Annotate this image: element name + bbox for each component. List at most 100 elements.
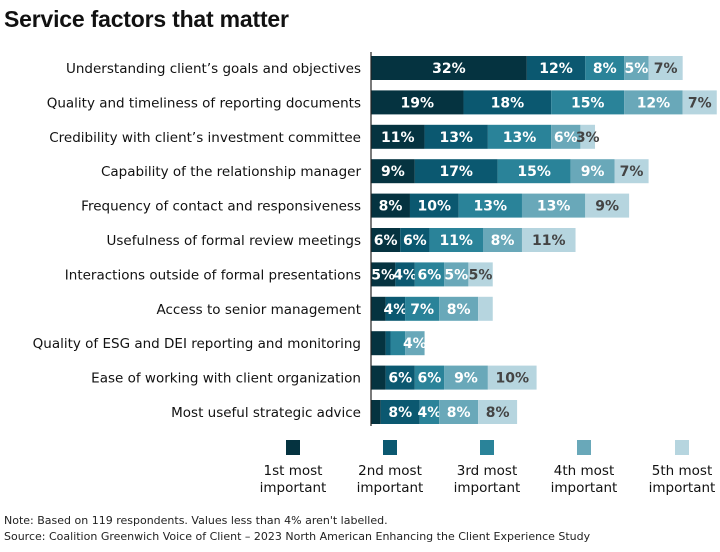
legend-swatch xyxy=(675,440,689,455)
data-label: 6% xyxy=(554,130,578,146)
bar-segment xyxy=(487,365,537,390)
bar-segment xyxy=(521,228,576,252)
bar-segment xyxy=(624,90,683,115)
legend-label: 1st most xyxy=(264,463,323,479)
bar-segment xyxy=(682,90,717,115)
category-label: Understanding client’s goals and objecti… xyxy=(66,61,361,77)
data-label: 13% xyxy=(537,199,571,215)
data-label: 5% xyxy=(444,267,468,283)
category-label: Credibility with client’s investment com… xyxy=(49,130,361,146)
bar-segment xyxy=(521,193,586,218)
bar-segment xyxy=(405,331,425,356)
data-label: 4% xyxy=(418,405,442,421)
data-label: 8% xyxy=(447,302,471,318)
data-label: 15% xyxy=(571,95,605,111)
data-label: 7% xyxy=(620,164,644,180)
bar-segment xyxy=(385,296,406,321)
bar-segment xyxy=(371,400,381,424)
data-label: 10% xyxy=(418,199,452,215)
data-label: 11% xyxy=(381,130,415,146)
bar-segment xyxy=(385,331,391,356)
legend-swatch xyxy=(383,440,397,455)
chart-title: Service factors that matter xyxy=(4,6,289,32)
data-label: 4% xyxy=(393,267,417,283)
data-label: 9% xyxy=(595,199,619,215)
data-label: 32% xyxy=(432,61,466,77)
bar-segment xyxy=(395,262,415,287)
bar-segment xyxy=(444,262,469,287)
chart-note: Note: Based on 119 respondents. Values l… xyxy=(4,514,388,527)
category-label: Ease of working with client organization xyxy=(91,371,361,387)
bar-segment xyxy=(570,159,615,184)
data-label: 18% xyxy=(491,95,525,111)
data-label: 7% xyxy=(688,95,712,111)
bar-segment xyxy=(380,400,420,424)
data-label: 9% xyxy=(581,164,605,180)
bar-segment xyxy=(371,228,401,252)
data-label: 7% xyxy=(654,61,678,77)
data-label: 12% xyxy=(637,95,671,111)
legend-label: 4th most xyxy=(554,463,614,479)
data-label: 8% xyxy=(486,405,510,421)
bar-segment xyxy=(458,193,522,218)
category-label: Interactions outside of formal presentat… xyxy=(65,267,361,283)
data-label: 4% xyxy=(383,302,407,318)
category-label: Frequency of contact and responsiveness xyxy=(81,199,361,215)
bar-segment xyxy=(429,228,484,252)
data-label: 7% xyxy=(410,302,434,318)
category-label: Usefulness of formal review meetings xyxy=(107,233,362,249)
data-label: 4% xyxy=(403,336,427,352)
bar-segment xyxy=(400,228,430,252)
legend-label: important xyxy=(454,480,521,496)
category-label: Access to senior management xyxy=(156,302,361,318)
bar-segment xyxy=(585,56,625,80)
bar-segment xyxy=(385,365,415,390)
data-label: 6% xyxy=(418,267,442,283)
legend-label: 5th most xyxy=(652,463,712,479)
bar-segment xyxy=(371,296,386,321)
legend-swatch xyxy=(577,440,591,455)
data-label: 5% xyxy=(469,267,493,283)
bar-segment xyxy=(414,262,445,287)
bar-segment xyxy=(371,90,464,115)
bar-segment xyxy=(371,331,386,356)
bar-segment xyxy=(390,331,406,356)
data-label: 17% xyxy=(439,164,473,180)
bar-segment xyxy=(414,159,498,184)
legend-swatch xyxy=(286,440,300,455)
data-label: 6% xyxy=(388,371,412,387)
data-label: 5% xyxy=(625,61,649,77)
data-label: 15% xyxy=(517,164,551,180)
category-label: Quality and timeliness of reporting docu… xyxy=(47,95,361,111)
legend-label: important xyxy=(260,480,327,496)
bar-segment xyxy=(483,228,522,252)
bar-segment xyxy=(419,400,440,424)
legend-label: 3rd most xyxy=(457,463,518,479)
bar-segment xyxy=(648,56,683,80)
bar-segment xyxy=(487,124,552,149)
data-label: 6% xyxy=(374,233,398,249)
bar-segment xyxy=(439,400,479,424)
data-label: 6% xyxy=(403,233,427,249)
bar-segment xyxy=(497,159,571,184)
bar-segment xyxy=(439,296,479,321)
bar-segment xyxy=(371,193,410,218)
data-label: 8% xyxy=(447,405,471,421)
data-label: 11% xyxy=(439,233,473,249)
data-label: 8% xyxy=(491,233,515,249)
bar-segment xyxy=(624,56,649,80)
bar-segment xyxy=(526,56,586,80)
data-label: 8% xyxy=(593,61,617,77)
data-label: 8% xyxy=(379,199,403,215)
bar-segment xyxy=(463,90,552,115)
data-label: 5% xyxy=(371,267,395,283)
data-label: 8% xyxy=(388,405,412,421)
category-label: Quality of ESG and DEI reporting and mon… xyxy=(33,336,361,352)
legend-swatch xyxy=(480,440,494,455)
legend-label: important xyxy=(649,480,716,496)
bar-segment xyxy=(585,193,630,218)
data-label: 3% xyxy=(576,130,600,146)
bar-segment xyxy=(478,296,493,321)
bar-segment xyxy=(414,365,445,390)
bar-segment xyxy=(371,56,527,80)
